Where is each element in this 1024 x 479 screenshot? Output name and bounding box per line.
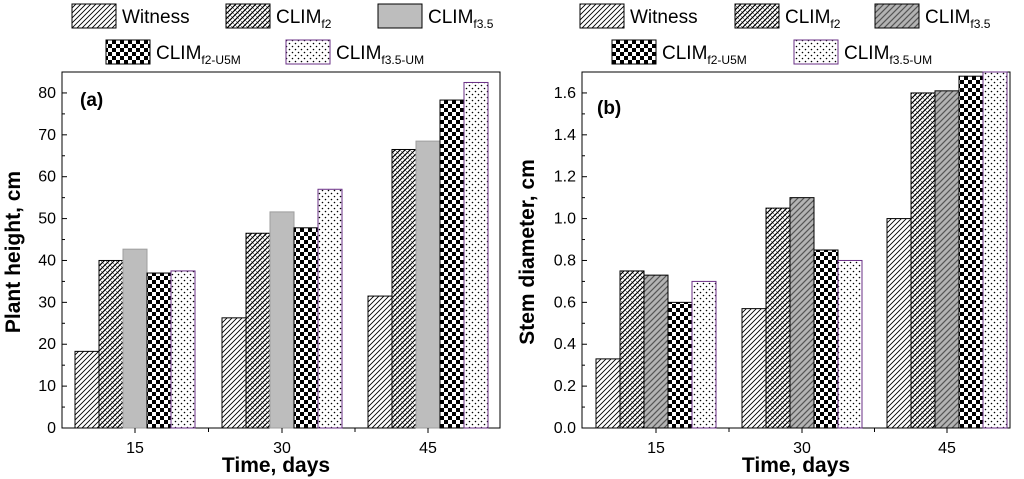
y-tick-label: 0 xyxy=(47,420,56,437)
legend-label: CLIMf2-U5M xyxy=(662,43,747,67)
x-axis-b: 15 30 45 xyxy=(647,428,956,457)
bar xyxy=(391,148,417,429)
legend-label: CLIMf3.5-UM xyxy=(844,43,932,67)
legend-label: CLIMf2 xyxy=(785,7,841,31)
y-tick-label: 10 xyxy=(38,378,56,395)
bar xyxy=(765,207,791,429)
y-tick-label: 20 xyxy=(38,336,56,353)
y-tick-label: 40 xyxy=(38,252,56,269)
y-tick-label: 30 xyxy=(38,294,56,311)
legend-label: Witness xyxy=(122,7,190,28)
bar xyxy=(439,99,465,429)
bar xyxy=(667,301,693,429)
chart-panel-a: Witness CLIMf2 CLIMf3.5 CLIMf2-U5M CLIMf3.5-… xyxy=(2,3,501,477)
y-tick-label: 80 xyxy=(38,85,56,102)
legend-label: CLIMf3.5-UM xyxy=(336,43,424,67)
legend-label: CLIMf2-U5M xyxy=(156,43,241,67)
bars-a xyxy=(74,81,489,429)
y-tick-label: 70 xyxy=(38,127,56,144)
y-axis-title-b: Stem diameter, cm xyxy=(516,159,539,345)
y-tick-label: 0.0 xyxy=(554,420,576,437)
x-tick-label: 15 xyxy=(126,440,144,457)
bar xyxy=(415,140,441,429)
legend-b: Witness CLIMf2 CLIMf3.5 CLIMf2-U5M CLIMf3.5-… xyxy=(579,3,991,67)
bar xyxy=(741,308,767,429)
legend-swatch xyxy=(793,39,839,65)
bars-b xyxy=(595,71,1008,429)
bar xyxy=(463,81,489,429)
legend-a: Witness CLIMf2 CLIMf3.5 CLIMf2-U5M CLIMf3.5-… xyxy=(71,3,494,67)
x-axis-a: 15 30 45 xyxy=(126,428,437,457)
bar xyxy=(958,75,984,429)
bar xyxy=(619,270,645,429)
x-tick-label: 45 xyxy=(938,440,956,457)
y-tick-label: 0.4 xyxy=(554,336,576,353)
y-axis-title-a: Plant height, cm xyxy=(2,171,25,333)
x-axis-title-b: Time, days xyxy=(742,454,850,477)
bar xyxy=(367,295,393,429)
x-tick-label: 30 xyxy=(273,440,291,457)
x-tick-label: 30 xyxy=(793,440,811,457)
legend-swatch xyxy=(874,3,920,29)
bar xyxy=(170,270,196,429)
bar xyxy=(691,280,717,429)
y-tick-label: 1.6 xyxy=(554,85,576,102)
y-tick-label: 1.4 xyxy=(554,127,576,144)
y-tick-label: 0.8 xyxy=(554,252,576,269)
legend-swatch xyxy=(734,3,780,29)
bar xyxy=(886,218,912,429)
legend-swatch xyxy=(579,3,625,29)
legend-swatch xyxy=(611,39,657,65)
bar xyxy=(146,272,172,429)
bar xyxy=(74,350,100,429)
chart-panel-b: Witness CLIMf2 CLIMf3.5 CLIMf2-U5M CLIMf3.5-… xyxy=(516,3,1011,477)
y-tick-label: 1.2 xyxy=(554,169,576,186)
legend-label: CLIMf3.5 xyxy=(925,7,991,31)
legend-swatch xyxy=(71,3,117,29)
panel-label-b: (b) xyxy=(597,98,621,119)
bar xyxy=(789,197,815,429)
bar xyxy=(293,227,319,429)
legend-swatch xyxy=(225,3,271,29)
bar xyxy=(910,92,936,429)
bar xyxy=(122,248,148,429)
y-axis-a: 0 10 20 30 40 50 60 70 80 xyxy=(38,85,67,437)
bar xyxy=(269,211,295,429)
bar xyxy=(317,188,343,429)
y-tick-label: 0.6 xyxy=(554,294,576,311)
x-tick-label: 45 xyxy=(419,440,437,457)
bar xyxy=(837,259,863,429)
bar xyxy=(982,71,1008,429)
legend-label: CLIMf3.5 xyxy=(428,7,494,31)
panel-label-a: (a) xyxy=(80,90,103,111)
legend-label: Witness xyxy=(630,7,698,28)
bar xyxy=(595,358,621,429)
x-tick-label: 15 xyxy=(647,440,665,457)
y-tick-label: 0.2 xyxy=(554,378,576,395)
bar xyxy=(221,317,247,429)
y-tick-label: 60 xyxy=(38,169,56,186)
legend-swatch xyxy=(285,39,331,65)
y-tick-label: 50 xyxy=(38,211,56,228)
legend-swatch xyxy=(105,39,151,65)
legend-label: CLIMf2 xyxy=(276,7,332,31)
y-axis-b: 0.0 0.2 0.4 0.6 0.8 1.0 1.2 1.4 1.6 xyxy=(554,85,587,437)
x-axis-title-a: Time, days xyxy=(222,454,330,477)
bar xyxy=(245,232,271,429)
bar xyxy=(813,249,839,429)
bar xyxy=(643,274,669,429)
bar xyxy=(98,259,124,429)
bar xyxy=(934,90,960,429)
y-tick-label: 1.0 xyxy=(554,211,576,228)
legend-swatch xyxy=(377,3,423,29)
